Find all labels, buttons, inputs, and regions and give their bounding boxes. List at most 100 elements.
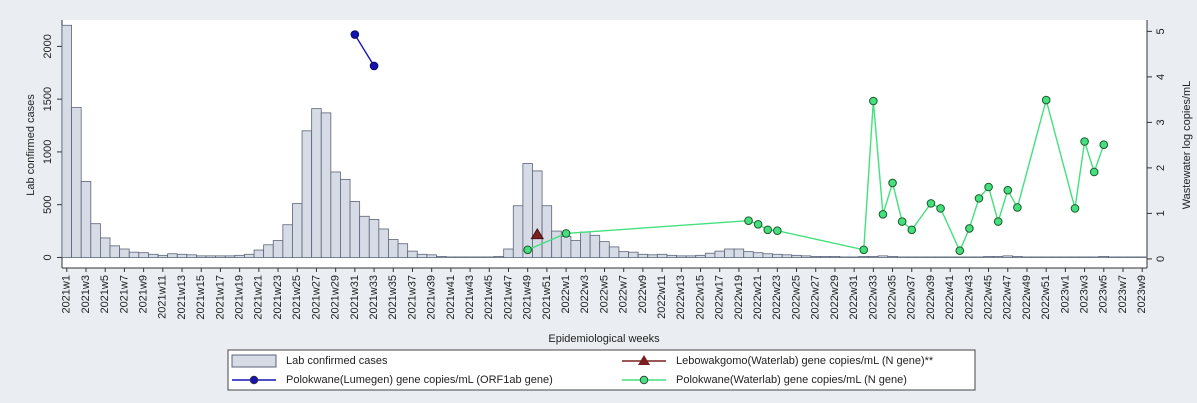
x-tick-label: 2021w9 bbox=[138, 275, 150, 314]
bar bbox=[954, 256, 965, 258]
bar bbox=[340, 178, 351, 258]
line-point bbox=[369, 61, 379, 71]
y-axis-title: Lab confirmed cases bbox=[25, 94, 37, 196]
bar bbox=[311, 108, 322, 258]
bar bbox=[743, 251, 754, 258]
bar bbox=[1060, 256, 1071, 258]
bar bbox=[1136, 256, 1148, 258]
y2-axis-title: Wastewater log copies/mL bbox=[1181, 81, 1193, 210]
bar bbox=[935, 256, 946, 258]
line-point bbox=[561, 229, 571, 238]
y2-tick-label: 3 bbox=[1155, 119, 1167, 125]
bar bbox=[464, 256, 476, 258]
y2-tick-label: 4 bbox=[1155, 74, 1167, 80]
x-tick-label: 2022w25 bbox=[790, 275, 802, 320]
legend-marker bbox=[249, 375, 259, 385]
bar bbox=[493, 255, 505, 258]
bar bbox=[416, 253, 428, 258]
line-point bbox=[993, 217, 1003, 226]
bar bbox=[263, 244, 274, 258]
bar bbox=[436, 255, 447, 258]
bar bbox=[522, 163, 533, 258]
bar bbox=[608, 246, 620, 258]
bar bbox=[138, 252, 149, 258]
bar bbox=[618, 251, 629, 258]
x-tick-label: 2023w1 bbox=[1059, 275, 1071, 314]
bar bbox=[484, 256, 495, 258]
line-point bbox=[1089, 167, 1099, 177]
x-tick-label: 2021w31 bbox=[349, 275, 361, 320]
x-tick-label: 2021w7 bbox=[118, 275, 130, 314]
bar bbox=[1108, 256, 1119, 258]
legend-label: Polokwane(Lumegen) gene copies/mL (ORF1a… bbox=[286, 374, 553, 386]
bar bbox=[90, 223, 101, 258]
x-tick-label: 2022w1 bbox=[560, 275, 572, 314]
bar bbox=[71, 107, 82, 258]
x-tick-label: 2021w15 bbox=[195, 275, 207, 320]
bar bbox=[560, 235, 572, 258]
bar bbox=[349, 201, 361, 258]
bar bbox=[1050, 256, 1061, 258]
bar bbox=[503, 248, 514, 258]
x-tick-label: 2021w47 bbox=[502, 275, 514, 320]
series-connector bbox=[354, 34, 375, 67]
bar bbox=[810, 255, 821, 258]
bar bbox=[196, 255, 207, 258]
bar bbox=[455, 256, 466, 258]
bar bbox=[1069, 256, 1081, 258]
bar bbox=[906, 256, 917, 258]
bar bbox=[628, 251, 639, 258]
bar bbox=[215, 255, 226, 258]
line-point bbox=[744, 216, 753, 225]
bar bbox=[541, 205, 553, 258]
bar bbox=[1079, 256, 1090, 258]
y-tick-label: 2000 bbox=[42, 34, 54, 58]
x-tick-label: 2021w17 bbox=[214, 275, 226, 320]
bar bbox=[551, 230, 562, 258]
x-tick-label: 2021w1 bbox=[61, 275, 73, 314]
x-tick-label: 2022w31 bbox=[848, 275, 860, 320]
x-tick-label: 2021w43 bbox=[464, 275, 476, 320]
y-tick-label: 1000 bbox=[42, 140, 54, 164]
bar bbox=[1117, 256, 1129, 258]
x-tick-label: 2021w45 bbox=[483, 275, 495, 320]
bar bbox=[234, 254, 245, 258]
bar bbox=[916, 256, 927, 258]
line-point bbox=[1041, 95, 1051, 105]
bar bbox=[1031, 256, 1042, 258]
x-tick-label: 2022w21 bbox=[752, 275, 764, 320]
bar bbox=[944, 256, 956, 258]
bar bbox=[109, 245, 121, 258]
x-tick-label: 2021w33 bbox=[368, 275, 380, 320]
x-tick-label: 2022w39 bbox=[925, 275, 937, 320]
bar bbox=[359, 215, 370, 258]
bar bbox=[714, 250, 725, 258]
bar bbox=[292, 203, 303, 258]
bar bbox=[752, 252, 764, 258]
x-tick-label: 2023w7 bbox=[1117, 275, 1129, 314]
x-tick-label: 2022w3 bbox=[579, 275, 591, 314]
x-tick-label: 2022w51 bbox=[1040, 275, 1052, 320]
line-point bbox=[763, 225, 773, 235]
line-point bbox=[1099, 140, 1109, 149]
x-axis-title: Epidemiological weeks bbox=[548, 333, 660, 345]
y-tick-label: 0 bbox=[42, 254, 54, 260]
x-tick-label: 2022w15 bbox=[694, 275, 706, 320]
x-tick-label: 2022w41 bbox=[944, 275, 956, 320]
bar bbox=[983, 255, 994, 258]
bar bbox=[1088, 256, 1100, 258]
bar bbox=[762, 253, 773, 258]
bar bbox=[877, 255, 889, 258]
x-tick-label: 2021w21 bbox=[253, 275, 265, 320]
x-tick-label: 2022w29 bbox=[829, 275, 841, 320]
bar bbox=[666, 254, 677, 258]
x-tick-label: 2022w43 bbox=[963, 275, 975, 320]
bar bbox=[772, 253, 783, 258]
bar bbox=[848, 256, 860, 258]
line-point bbox=[897, 217, 907, 226]
bar bbox=[589, 234, 601, 258]
bar bbox=[1127, 256, 1138, 258]
bar bbox=[599, 241, 610, 258]
legend-box bbox=[227, 349, 976, 391]
